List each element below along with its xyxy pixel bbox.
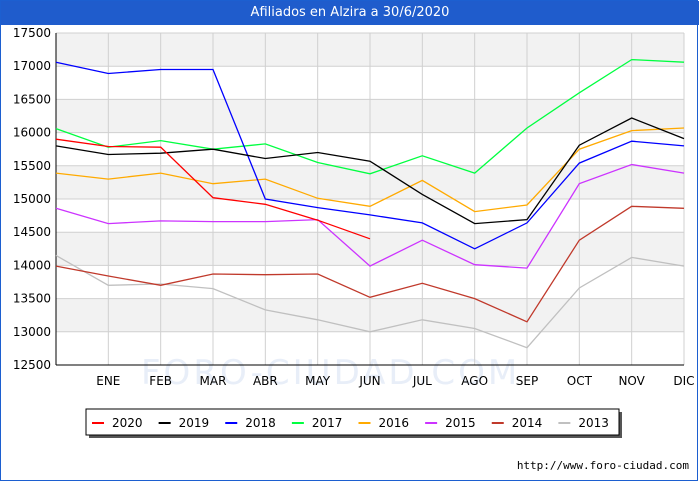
x-tick-label: OCT — [567, 374, 593, 388]
y-tick-label: 15500 — [13, 159, 51, 173]
legend-label-2015: 2015 — [445, 416, 476, 430]
legend-label-2018: 2018 — [245, 416, 276, 430]
x-tick-label: FEB — [149, 374, 172, 388]
x-tick-label: MAR — [200, 374, 227, 388]
x-tick-label: DIC — [673, 374, 694, 388]
y-tick-label: 13500 — [13, 292, 51, 306]
x-tick-label: ENE — [96, 374, 120, 388]
footer-url[interactable]: http://www.foro-ciudad.com — [516, 459, 689, 472]
x-tick-label: MAY — [305, 374, 331, 388]
legend-label-2014: 2014 — [512, 416, 543, 430]
y-tick-label: 17500 — [13, 26, 51, 40]
legend-label-2016: 2016 — [379, 416, 410, 430]
y-tick-label: 14500 — [13, 225, 51, 239]
watermark: FORO-CIUDAD.COM — [141, 353, 521, 393]
y-tick-label: 16500 — [13, 92, 51, 106]
x-tick-label: NOV — [618, 374, 645, 388]
y-tick-label: 13000 — [13, 325, 51, 339]
series-line-2013 — [55, 254, 685, 349]
legend-label-2020: 2020 — [112, 416, 143, 430]
y-tick-label: 16000 — [13, 126, 51, 140]
legend-box — [85, 408, 620, 436]
x-tick-label: AGO — [461, 374, 488, 388]
series-line-2020 — [55, 138, 371, 240]
x-tick-label: SEP — [516, 374, 538, 388]
x-tick-label: JUN — [358, 374, 380, 388]
y-tick-label: 15000 — [13, 192, 51, 206]
legend-label-2013: 2013 — [578, 416, 609, 430]
legend-label-2017: 2017 — [312, 416, 343, 430]
series-line-2018 — [55, 61, 685, 250]
y-tick-label: 14000 — [13, 258, 51, 272]
series-line-2016 — [55, 127, 685, 213]
x-tick-label: JUL — [412, 374, 432, 388]
series-line-2019 — [55, 117, 685, 225]
y-tick-label: 12500 — [13, 358, 51, 372]
series-line-2014 — [55, 205, 685, 323]
legend-label-2019: 2019 — [179, 416, 210, 430]
x-tick-label: ABR — [253, 374, 278, 388]
series-line-2017 — [55, 58, 685, 175]
y-tick-label: 17000 — [13, 59, 51, 73]
series-line-2015 — [55, 163, 685, 269]
chart-title: Afiliados en Alzira a 30/6/2020 — [1, 1, 699, 25]
